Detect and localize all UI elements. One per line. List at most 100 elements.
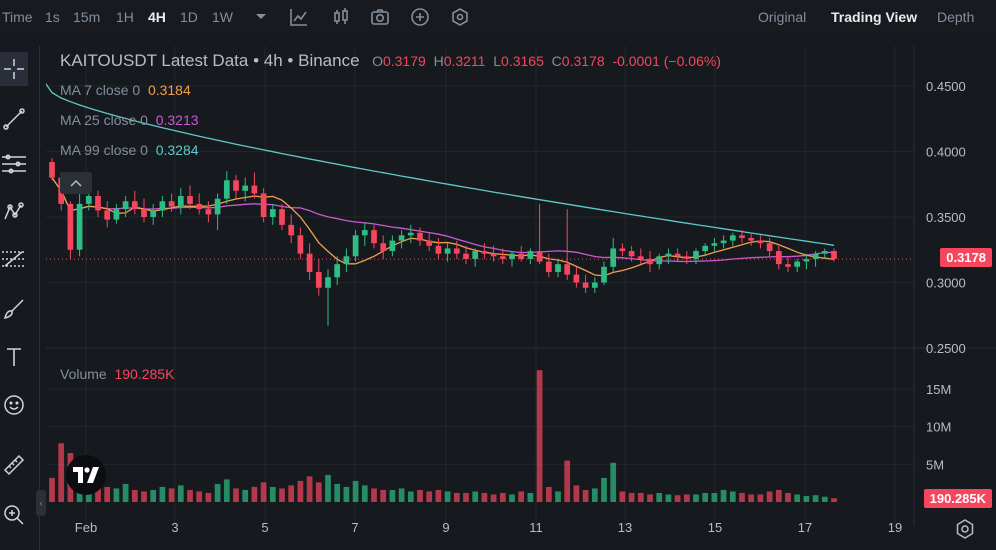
collapse-legend-button[interactable] [60,172,92,194]
volume-bar [269,486,276,502]
candle-body [85,196,92,204]
candle-body [177,196,184,207]
price-axis: 0.4500 0.4000 0.3500 0.3000 0.2500 [926,79,966,356]
volume-bar [683,494,690,502]
crosshair-icon[interactable] [0,52,28,86]
chart-type-icon[interactable] [329,5,353,29]
current-volume-tag: 190.285K [923,489,992,508]
candle-body [380,243,387,252]
interval-1w[interactable]: 1W [212,9,233,25]
candle-body [803,258,810,262]
candle-body [545,261,552,273]
candle-body [748,237,755,241]
volume-bar [343,486,350,502]
candle-body [674,253,681,257]
pattern-icon[interactable] [0,195,28,229]
volume-bar [775,489,782,502]
candle-body [610,248,617,267]
interval-1h[interactable]: 1H [116,9,134,25]
volume-bar [481,492,488,502]
candle-body [122,201,129,210]
candle-body [831,251,837,259]
horizontal-lines-icon[interactable] [0,147,28,181]
tab-trading-view[interactable]: Trading View [831,9,918,25]
candle-body [334,264,341,278]
volume-bar [122,483,129,502]
ruler-icon[interactable] [0,448,28,482]
candle-body [288,224,295,236]
candle-body [527,251,534,259]
tab-original[interactable]: Original [758,9,807,25]
time-label[interactable]: Time [2,9,33,25]
volume-bar [444,491,451,502]
candles [49,158,837,326]
time-tick-label: 5 [261,520,268,535]
volume-bar [536,370,543,502]
volume-bar [757,494,764,502]
brush-icon[interactable] [0,292,28,326]
indicators-icon[interactable] [287,5,311,29]
candle-body [426,240,433,246]
ma99-legend: MA 99 close 0 0.3284 [60,142,199,158]
tradingview-logo-icon [73,467,99,483]
candle-body [67,203,74,250]
interval-1s[interactable]: 1s [45,9,60,25]
candle-body [628,251,635,257]
candle-body [242,185,249,191]
tab-depth[interactable]: Depth [937,9,975,25]
volume-bar [453,492,460,502]
volume-bar [803,495,810,502]
time-tick-label: 9 [442,520,449,535]
interval-15m[interactable]: 15m [73,9,101,25]
volume-bar [693,494,699,502]
volume-bar [573,485,580,502]
candle-body [113,209,120,220]
emoji-icon[interactable] [0,388,28,422]
toolbar-collapse-handle[interactable]: ‹ [36,490,46,516]
fib-retracement-icon[interactable] [0,242,28,276]
interval-dropdown-icon[interactable] [249,5,273,29]
volume-bar [426,491,433,502]
volume-bar [223,479,230,502]
volume-bar [729,491,736,502]
candle-body [260,193,267,217]
chart-settings-button[interactable] [954,518,976,540]
candle-body [702,245,709,252]
candle-body [766,243,773,252]
time-tick-label: 11 [529,520,543,535]
candle-body [444,248,451,254]
volume-bar [582,489,589,502]
candle-body [647,258,653,265]
volume-bar [159,486,166,502]
volume-bar [610,462,617,502]
candle-body [573,274,580,283]
volume-bar [58,443,65,502]
interval-1d[interactable]: 1D [180,9,198,25]
settings-hex-icon[interactable] [448,5,472,29]
volume-bar [518,491,525,502]
volume-bar [131,489,138,502]
tradingview-logo[interactable] [66,455,106,495]
text-tool-icon[interactable] [0,340,28,374]
candle-body [729,235,736,241]
camera-icon[interactable] [368,5,392,29]
candle-body [205,209,212,215]
trend-line-icon[interactable] [0,102,28,136]
candle-body [794,261,801,267]
price-tick-label: 0.2500 [926,341,966,356]
candle-body [187,196,193,204]
zoom-in-icon[interactable] [0,498,28,532]
candle-body [141,209,147,217]
interval-4h[interactable]: 4H [148,9,166,25]
add-circle-icon[interactable] [408,5,432,29]
ma25-legend: MA 25 close 0 0.3213 [60,112,199,128]
chart-area[interactable]: 0.4500 0.4000 0.3500 0.3000 0.2500 15M 10M 5M … [46,46,996,550]
candle-body [821,251,828,254]
candle-body [223,180,230,199]
candle-body [693,251,699,259]
volume-bar [205,492,212,502]
volume-bar [601,477,607,502]
volume-bar [499,492,506,502]
volume-bar [371,488,377,502]
